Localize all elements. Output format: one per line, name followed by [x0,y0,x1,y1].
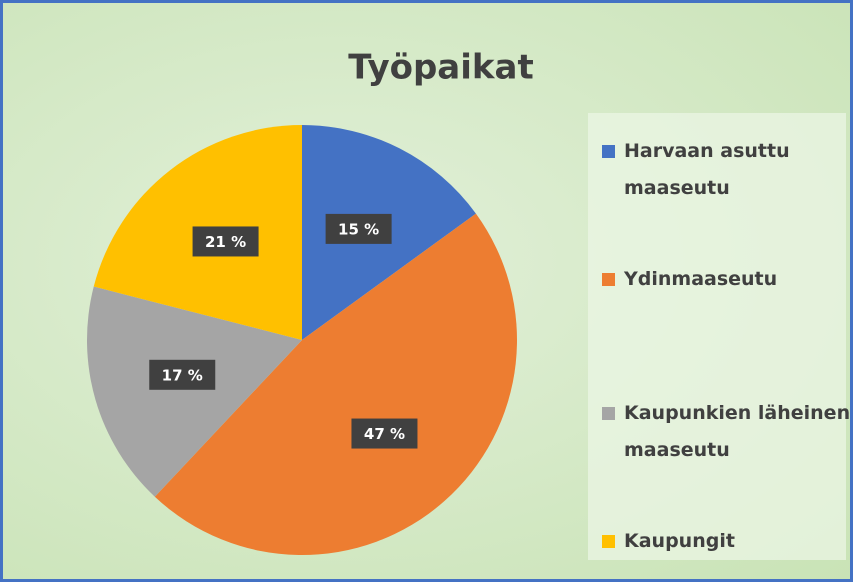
legend-label: Kaupungit [624,530,735,552]
data-label: 15 % [338,220,379,238]
data-label-box [149,359,216,390]
data-label: 17 % [162,366,203,384]
legend-label: Ydinmaaseutu [624,268,778,290]
plot: Työpaikat 15 % 47 % 17 % 21 % [87,48,534,555]
legend-swatch [602,145,615,158]
legend-label: Harvaan asuttu maaseutu [624,140,790,199]
legend-swatch [602,535,615,548]
legend-entry: Kaupunkien läheinen maaseutu [602,395,851,469]
legend-entry: Harvaan asuttu maaseutu [602,133,850,207]
legend-entry: Ydinmaaseutu [602,261,850,298]
pie-slice [87,286,303,497]
legend-label: Kaupunkien läheinen maaseutu [624,402,851,461]
data-label-box [192,226,259,257]
legend-swatch [602,273,615,286]
data-label-box [325,213,392,244]
data-label: 21 % [205,233,246,251]
pie-slice [154,213,517,555]
data-label-box [351,418,418,449]
legend-swatch [602,407,615,420]
chart-title: Työpaikat [348,48,533,88]
data-label: 47 % [364,425,405,443]
legend: Harvaan asuttu maaseutu Ydinmaaseutu Kaupu… [588,113,850,560]
legend-entry: Kaupungit [602,523,850,560]
